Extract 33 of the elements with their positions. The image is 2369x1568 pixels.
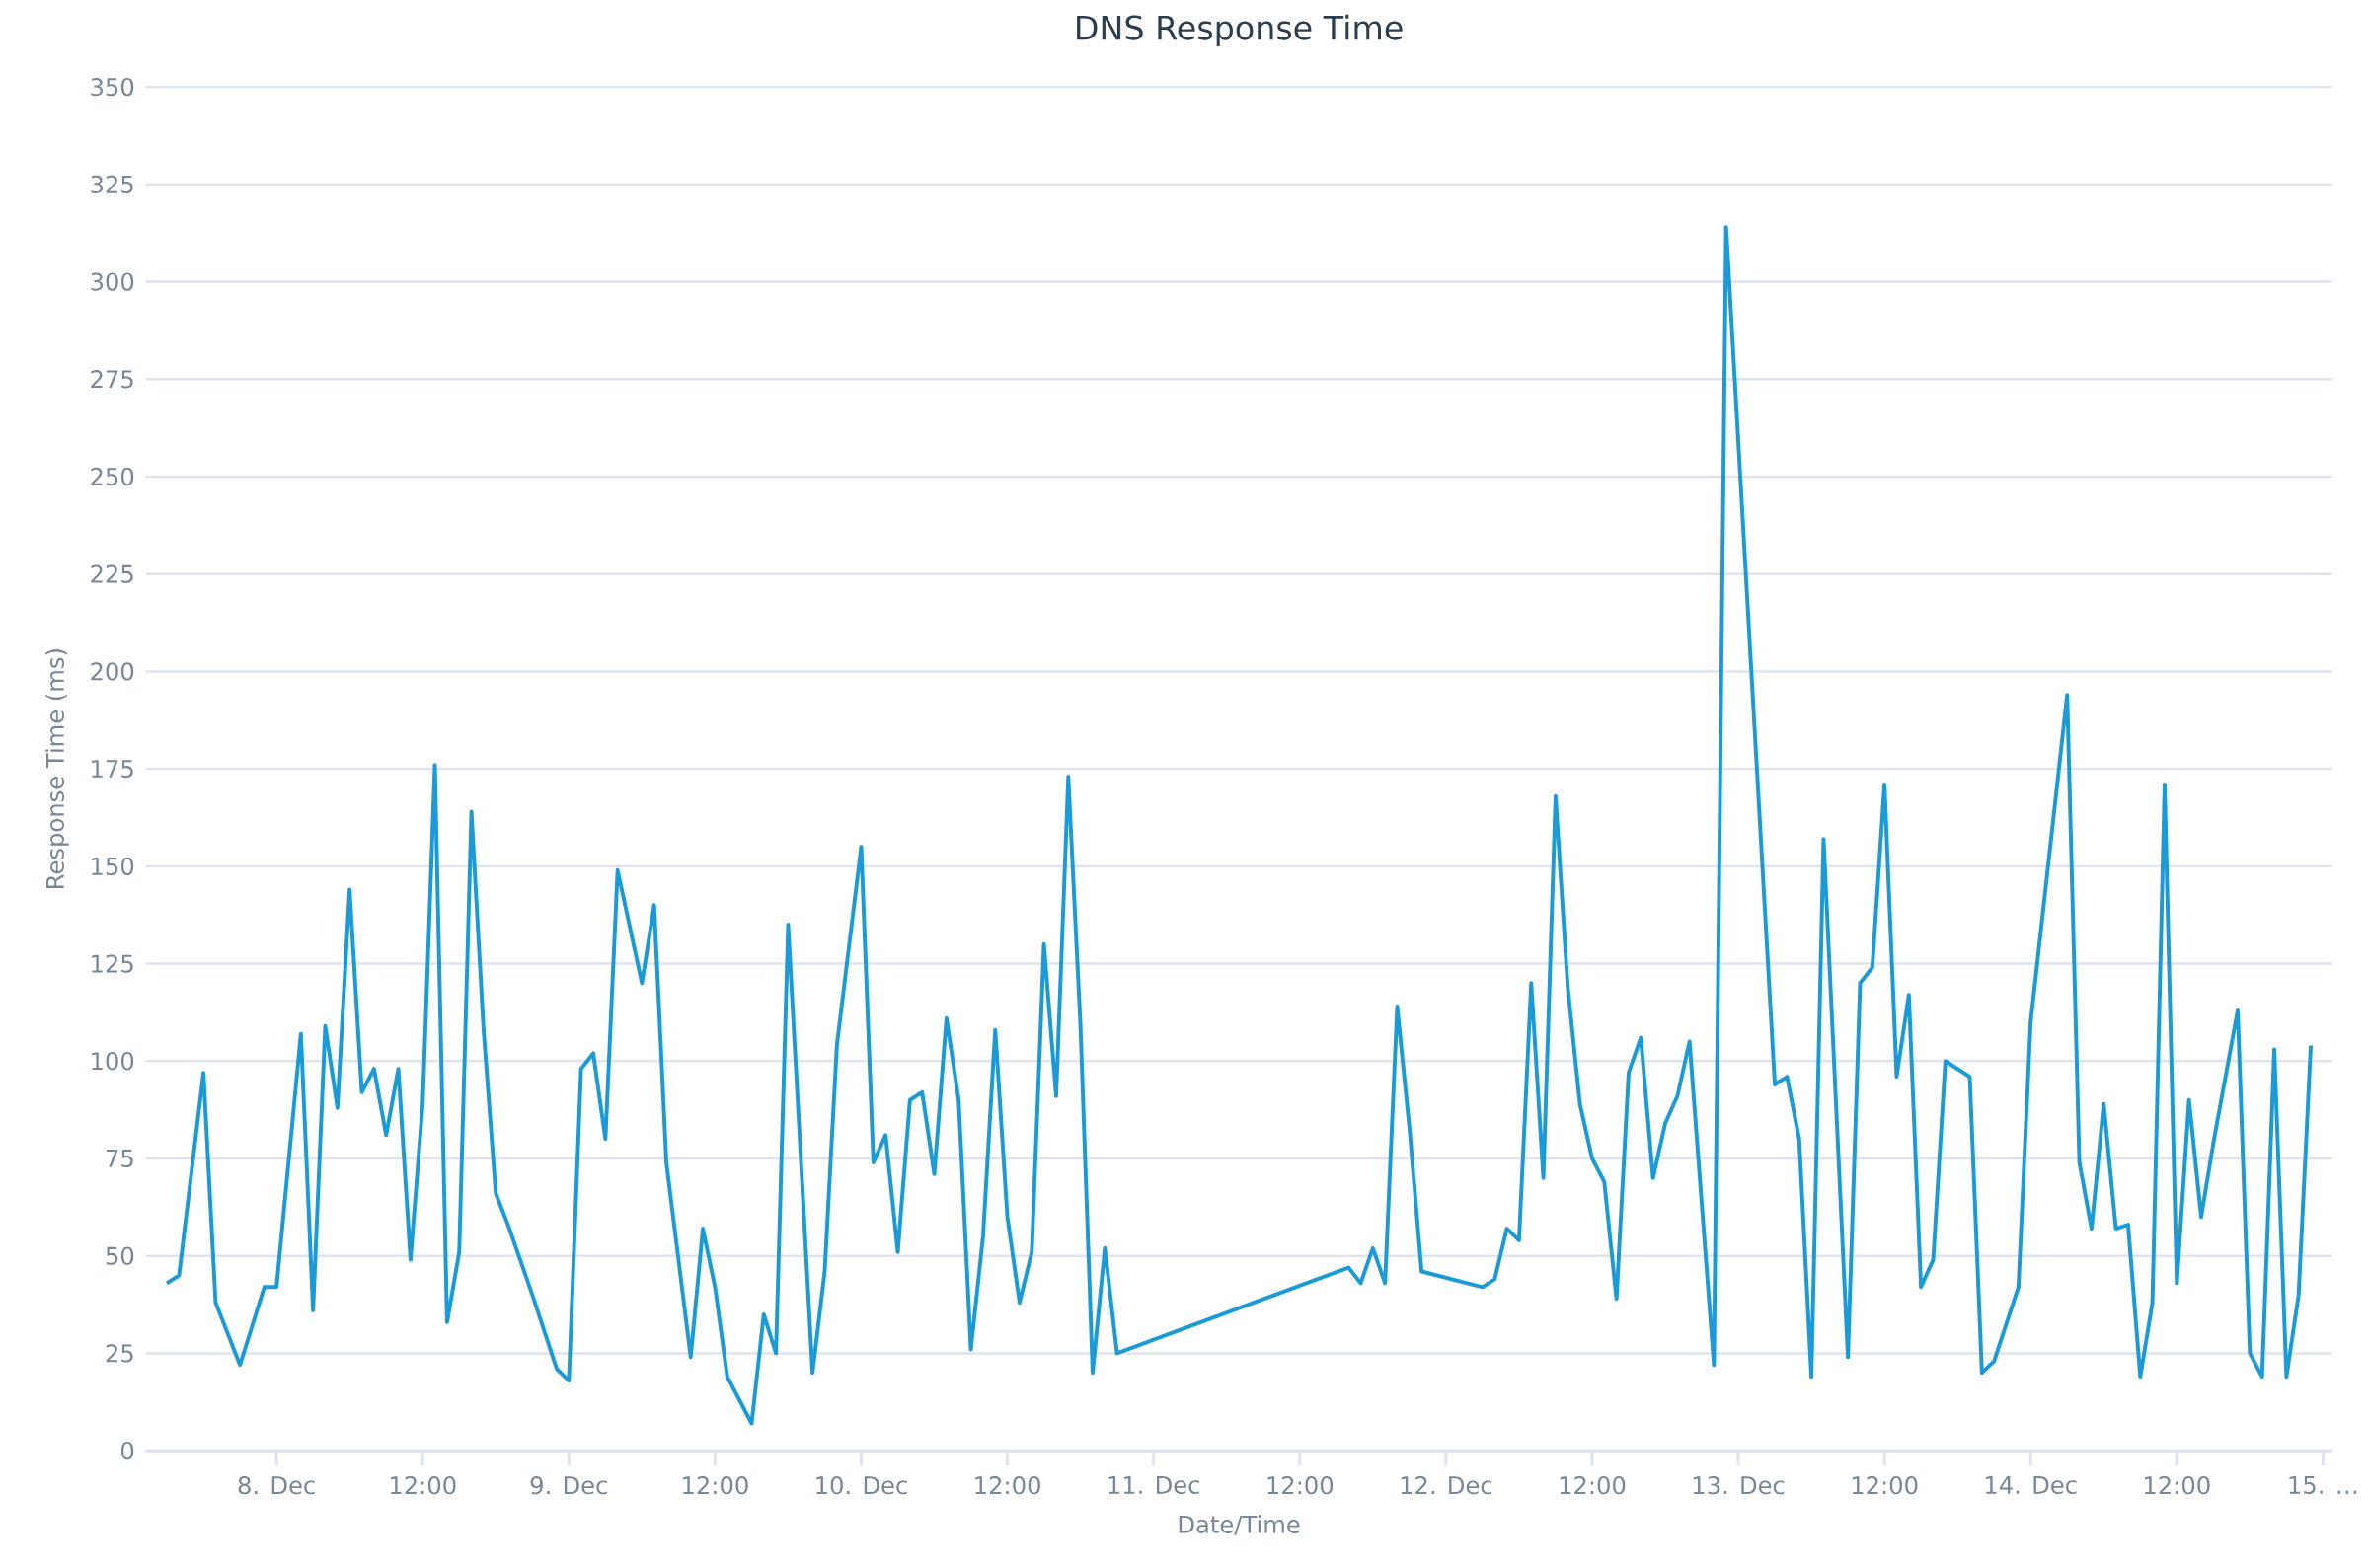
y-tick-label: 175 <box>92 760 133 779</box>
y-tick-label: 250 <box>91 467 134 486</box>
y-tick-label: 100 <box>92 1052 134 1071</box>
x-tick-label: 12:00 <box>683 1476 748 1495</box>
x-tick-label: 12:00 <box>1560 1476 1626 1495</box>
x-tick-label: 15. … <box>2289 1476 2357 1495</box>
x-tick-label: 12. Dec <box>1401 1476 1492 1495</box>
y-tick-label: 125 <box>92 954 133 973</box>
x-tick-label: 12:00 <box>2145 1476 2210 1495</box>
y-tick-label: 50 <box>106 1246 134 1265</box>
y-tick-label: 0 <box>120 1442 134 1460</box>
y-tick-label: 275 <box>91 370 133 389</box>
x-tick-label: 12:00 <box>1267 1476 1334 1495</box>
x-tick-label: 8. Dec <box>238 1476 315 1495</box>
y-axis-title: Response Time (ms) <box>45 649 69 889</box>
x-tick-label: 10. Dec <box>816 1476 907 1495</box>
x-tick-label: 11. Dec <box>1108 1476 1200 1495</box>
x-tick-label: 9. Dec <box>530 1476 607 1495</box>
y-tick-label: 350 <box>91 78 134 97</box>
y-tick-label: 300 <box>91 272 134 291</box>
x-axis-title: Date/Time <box>1179 1515 1300 1535</box>
x-tick-label: 12:00 <box>975 1476 1040 1495</box>
y-tick-label: 25 <box>106 1344 133 1363</box>
x-tick-label: 14. Dec <box>1986 1476 2077 1495</box>
y-tick-label: 150 <box>92 857 134 876</box>
y-tick-label: 75 <box>106 1150 133 1168</box>
y-tick-label: 200 <box>91 662 134 681</box>
x-tick-label: 12:00 <box>390 1476 456 1495</box>
chart-title: DNS Response Time <box>1077 14 1403 47</box>
y-tick-label: 325 <box>91 175 133 194</box>
y-tick-label: 225 <box>91 564 133 583</box>
x-tick-label: 13. Dec <box>1693 1476 1785 1495</box>
x-tick-label: 12:00 <box>1852 1476 1918 1495</box>
